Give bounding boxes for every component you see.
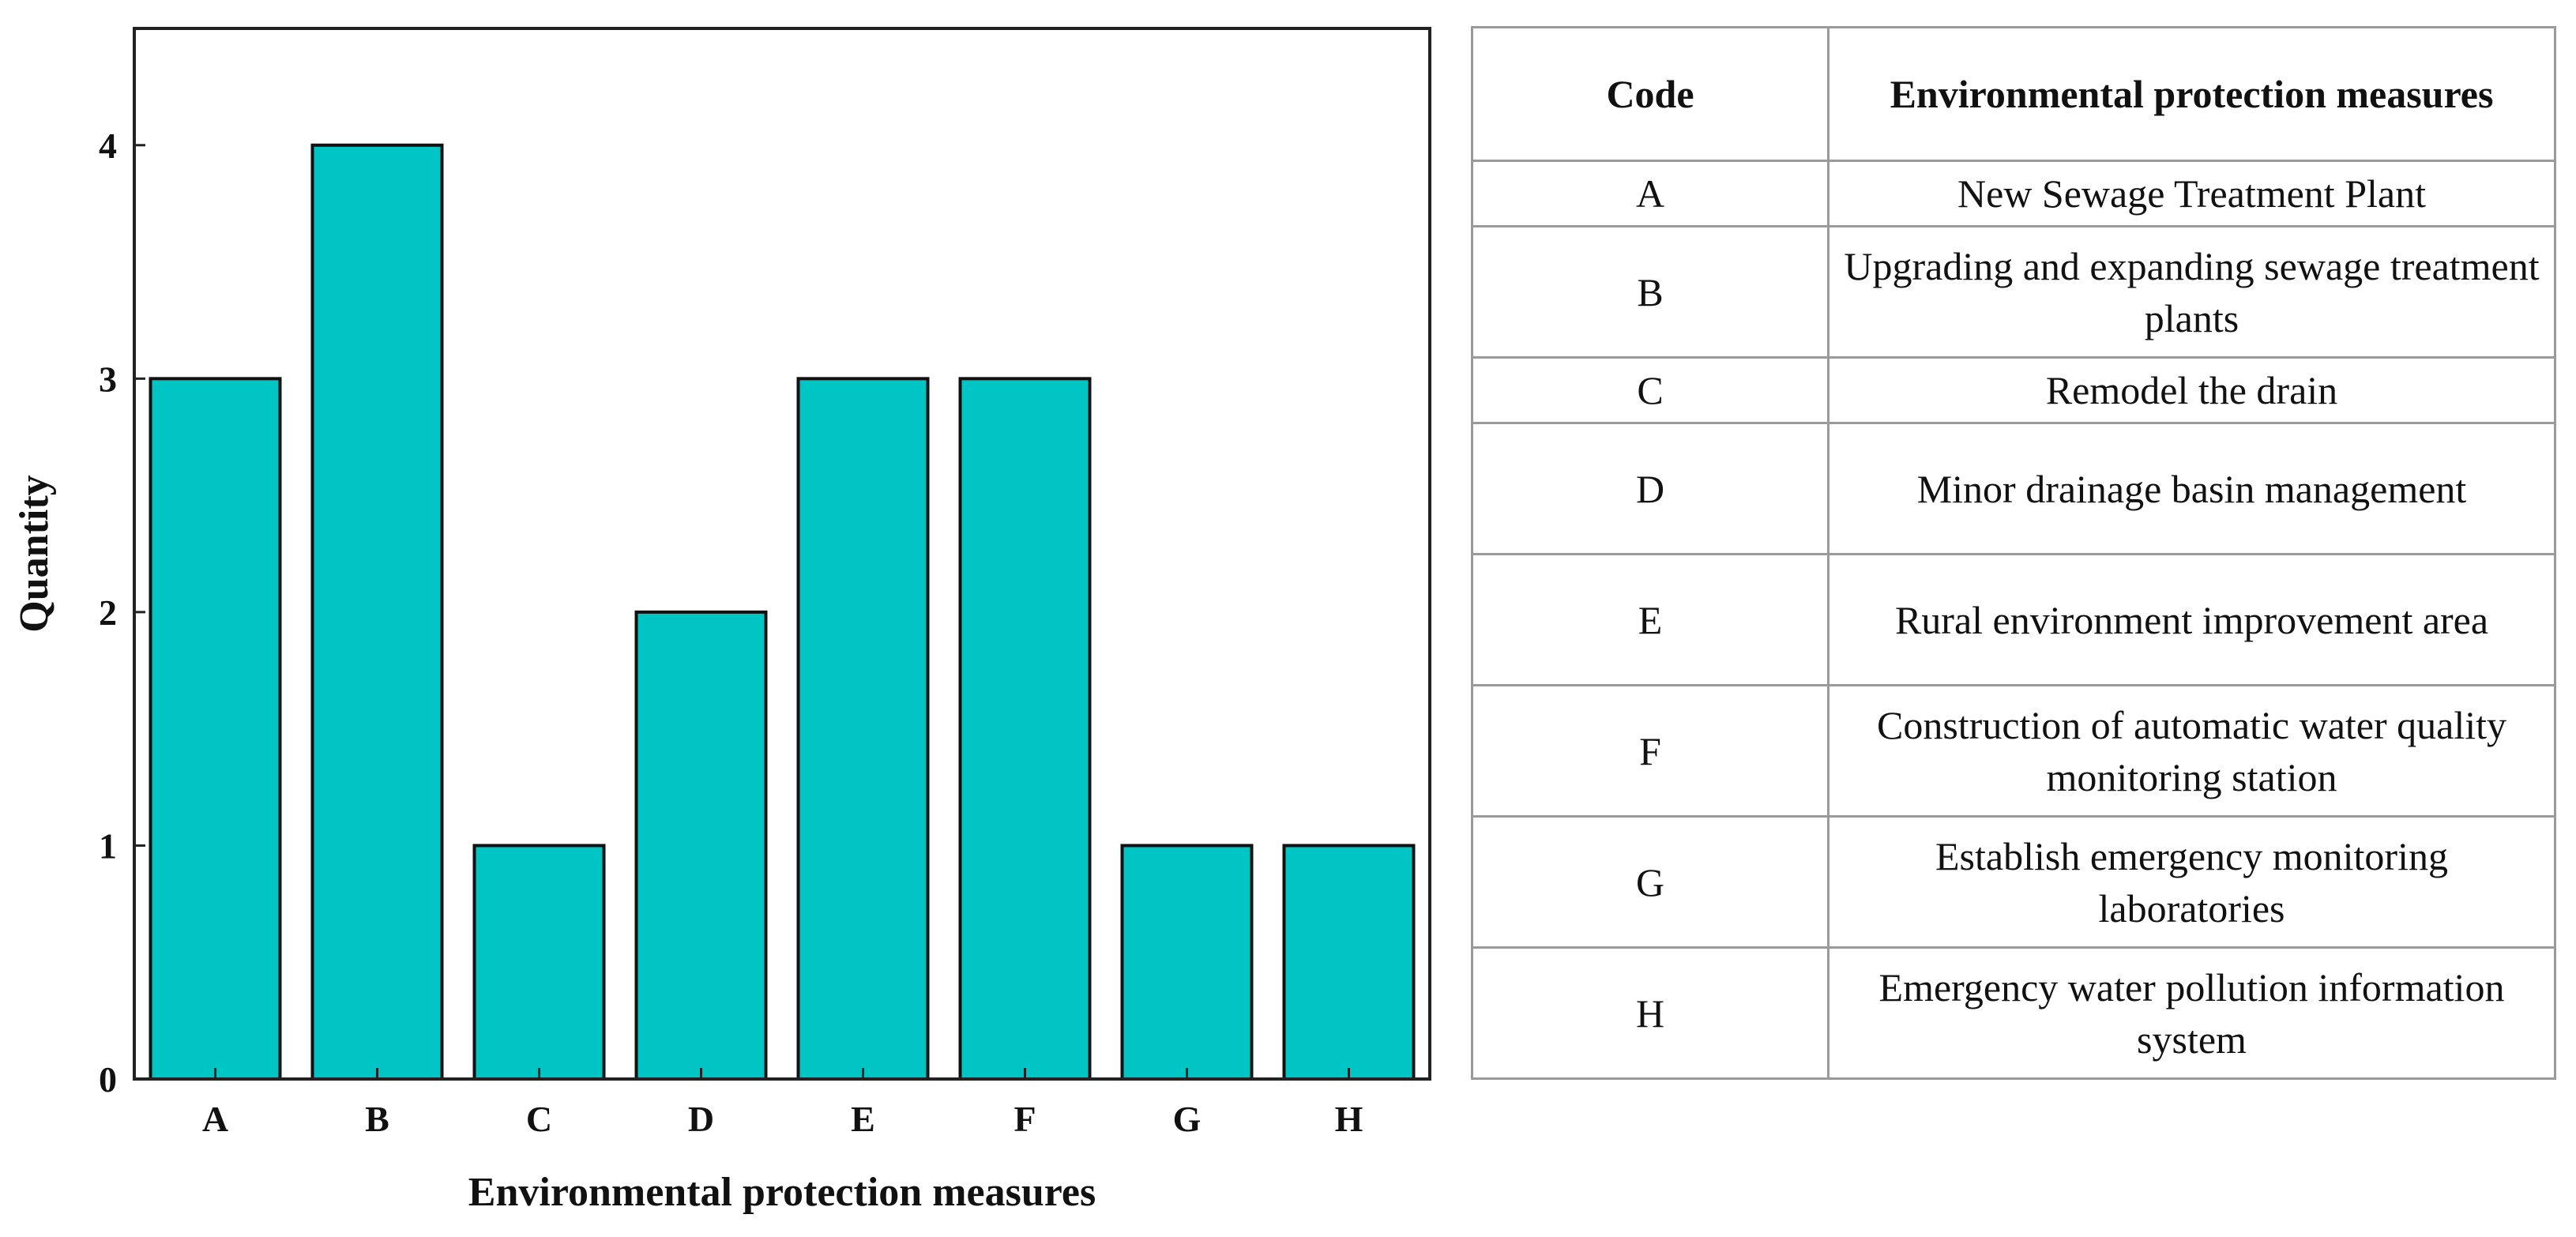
bar-h bbox=[1282, 844, 1416, 1081]
x-tick-label: H bbox=[1335, 1099, 1363, 1139]
legend-code: E bbox=[1471, 553, 1830, 686]
bar-g bbox=[1120, 844, 1254, 1081]
legend-row: H Emergency water pollution information … bbox=[1471, 946, 2556, 1080]
chart-svg: A B C D E F G H 0 1 2 3 4 Environmental protection m… bbox=[12, 27, 1431, 1215]
y-tick-label: 1 bbox=[99, 825, 117, 866]
bar-c bbox=[472, 844, 606, 1081]
bar-a bbox=[149, 377, 282, 1081]
bar-b bbox=[310, 143, 444, 1081]
legend-row: F Construction of automatic water qualit… bbox=[1471, 684, 2556, 818]
bar-d bbox=[634, 610, 768, 1081]
x-tick-label: G bbox=[1173, 1099, 1202, 1139]
legend-code: A bbox=[1471, 160, 1830, 227]
legend-row: D Minor drainage basin management bbox=[1471, 422, 2556, 555]
legend-measure: Upgrading and expanding sewage treatment… bbox=[1827, 225, 2556, 359]
legend-measure: Remodel the drain bbox=[1827, 356, 2556, 424]
x-tick-label: B bbox=[365, 1099, 389, 1139]
x-tick-label: E bbox=[851, 1099, 875, 1139]
header-measures: Environmental protection measures bbox=[1827, 26, 2556, 162]
y-tick-label: 3 bbox=[99, 359, 117, 399]
x-tick-label: F bbox=[1013, 1099, 1036, 1139]
bar-f bbox=[958, 377, 1092, 1081]
y-tick-label: 2 bbox=[99, 592, 117, 633]
legend-measure: Rural environment improvement area bbox=[1827, 553, 2556, 686]
header-code: Code bbox=[1471, 26, 1830, 162]
legend-code: F bbox=[1471, 684, 1830, 818]
y-tick-label: 4 bbox=[99, 126, 117, 166]
y-tick-label: 0 bbox=[99, 1059, 117, 1100]
legend-measure: Emergency water pollution information sy… bbox=[1827, 946, 2556, 1080]
legend-measure: Construction of automatic water quality … bbox=[1827, 684, 2556, 818]
bar-e bbox=[796, 377, 930, 1081]
legend-code: H bbox=[1471, 946, 1830, 1080]
legend-code: C bbox=[1471, 356, 1830, 424]
x-tick-label: A bbox=[202, 1099, 228, 1139]
x-axis-title: Environmental protection measures bbox=[468, 1170, 1096, 1215]
legend-measure: New Sewage Treatment Plant bbox=[1827, 160, 2556, 227]
legend-row: E Rural environment improvement area bbox=[1471, 553, 2556, 686]
bar-chart: A B C D E F G H 0 1 2 3 4 Environmental protection m… bbox=[12, 27, 1431, 1215]
y-axis-title: Quantity bbox=[12, 475, 57, 632]
x-tick-label: C bbox=[526, 1099, 552, 1139]
legend-code: G bbox=[1471, 815, 1830, 949]
legend-row: B Upgrading and expanding sewage treatme… bbox=[1471, 225, 2556, 359]
legend-code: D bbox=[1471, 422, 1830, 555]
legend-measure: Minor drainage basin management bbox=[1827, 422, 2556, 555]
legend-row: G Establish emergency monitoring laborat… bbox=[1471, 815, 2556, 949]
legend-row: A New Sewage Treatment Plant bbox=[1471, 160, 2556, 227]
legend-header-row: Code Environmental protection measures bbox=[1471, 26, 2556, 162]
plot-area-frame bbox=[133, 27, 1431, 1081]
code-legend-table: Code Environmental protection measures A… bbox=[1471, 26, 2556, 1080]
legend-code: B bbox=[1471, 225, 1830, 359]
legend-row: C Remodel the drain bbox=[1471, 356, 2556, 424]
ticks-layer: A B C D E F G H 0 1 2 3 4 bbox=[99, 126, 1363, 1139]
bars-layer bbox=[149, 143, 1416, 1081]
x-tick-label: D bbox=[688, 1099, 714, 1139]
legend-measure: Establish emergency monitoring laborator… bbox=[1827, 815, 2556, 949]
